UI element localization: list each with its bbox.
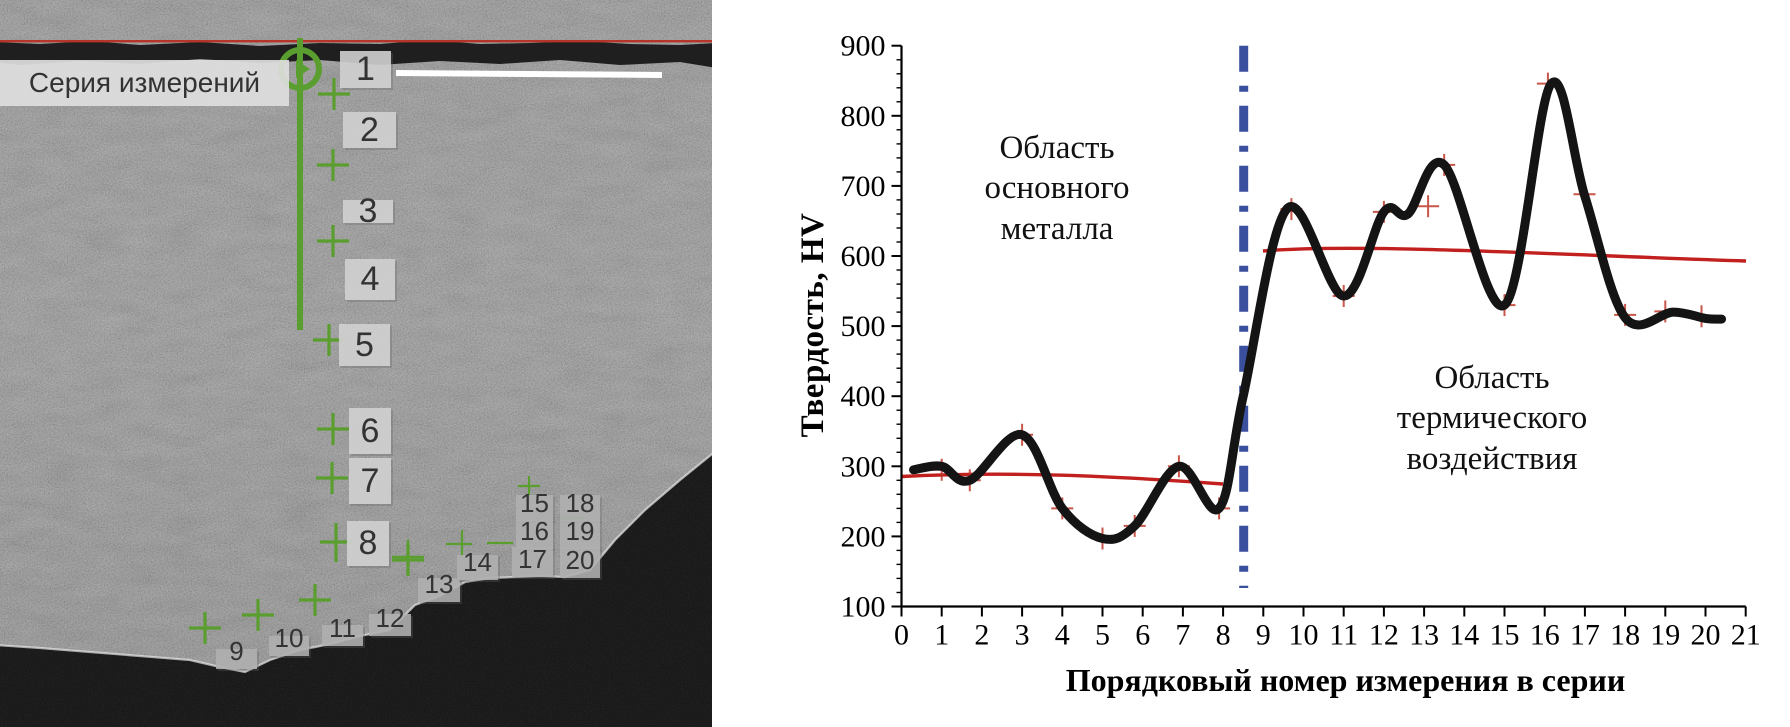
svg-text:19: 19 xyxy=(1650,619,1680,652)
svg-text:700: 700 xyxy=(841,170,886,203)
svg-text:14: 14 xyxy=(1449,619,1479,652)
svg-text:0: 0 xyxy=(894,619,909,652)
svg-text:600: 600 xyxy=(841,240,886,273)
svg-text:300: 300 xyxy=(841,450,886,483)
svg-text:8: 8 xyxy=(1216,619,1231,652)
svg-text:200: 200 xyxy=(841,520,886,553)
svg-text:900: 900 xyxy=(841,30,886,63)
svg-text:4: 4 xyxy=(1055,619,1070,652)
svg-text:18: 18 xyxy=(1610,619,1640,652)
svg-text:2: 2 xyxy=(974,619,989,652)
svg-text:3: 3 xyxy=(1015,619,1030,652)
svg-text:6: 6 xyxy=(1135,619,1150,652)
svg-text:17: 17 xyxy=(1570,619,1600,652)
svg-text:11: 11 xyxy=(1329,619,1358,652)
svg-text:7: 7 xyxy=(1175,619,1190,652)
svg-text:15: 15 xyxy=(1490,619,1520,652)
svg-text:400: 400 xyxy=(841,380,886,413)
svg-text:16: 16 xyxy=(1530,619,1560,652)
svg-text:13: 13 xyxy=(1409,619,1439,652)
svg-text:9: 9 xyxy=(1256,619,1271,652)
svg-text:20: 20 xyxy=(1691,619,1721,652)
svg-text:21: 21 xyxy=(1731,619,1761,652)
svg-text:1: 1 xyxy=(934,619,949,652)
svg-text:5: 5 xyxy=(1095,619,1110,652)
svg-text:12: 12 xyxy=(1369,619,1399,652)
svg-text:800: 800 xyxy=(841,100,886,133)
svg-text:500: 500 xyxy=(841,310,886,343)
svg-text:10: 10 xyxy=(1289,619,1319,652)
svg-text:100: 100 xyxy=(841,591,886,624)
